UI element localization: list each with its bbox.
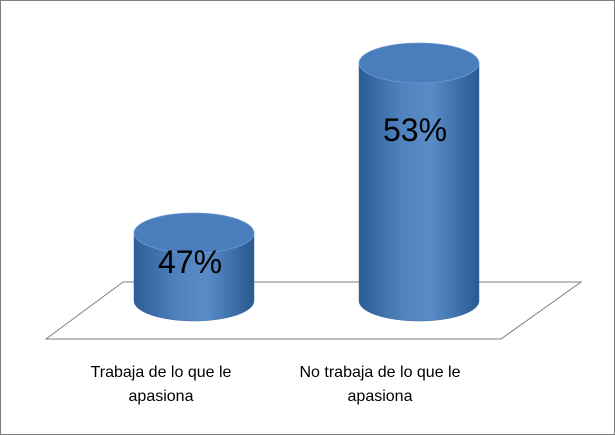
data-label: 53%: [383, 112, 447, 148]
floor: [44, 281, 583, 340]
cylinder-body: [358, 62, 480, 322]
bar: [133, 212, 255, 322]
cylinder-top: [133, 212, 255, 254]
data-label: 47%: [158, 244, 222, 280]
x-tick-label: No trabaja de lo que le apasiona: [299, 364, 461, 405]
cylinder-top: [358, 42, 480, 84]
x-tick-label: Trabaja de lo que le apasiona: [90, 364, 232, 405]
bar: [358, 42, 480, 322]
cylinder-body: [133, 232, 255, 322]
